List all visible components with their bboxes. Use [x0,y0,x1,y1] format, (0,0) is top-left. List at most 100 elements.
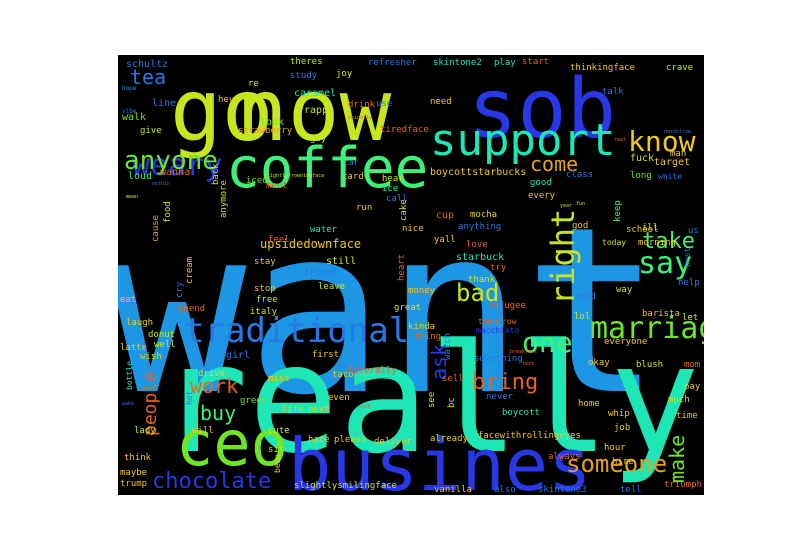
word-bc: bc [447,397,457,408]
word-macchiato: macchiato [476,326,520,335]
word-strawberry: strawberry [238,126,293,136]
word-hour: hour [604,443,626,453]
word-target: target [654,157,690,168]
word-know: know [628,125,696,158]
word-job: job [614,423,630,433]
word-sob: sob [468,62,616,157]
word-meet: meet [266,181,288,191]
word-thinkingface: thinkingface [570,63,635,73]
word-wake: wake [122,401,134,407]
word-car: car [344,158,359,167]
word-give: give [140,126,162,136]
word-iced: iced [246,176,268,186]
word-play: play [494,58,516,68]
word-trump: trump [120,479,147,489]
word-water: water [310,225,338,235]
word-anymore: anymore [219,180,229,218]
word-donut: donut [148,330,175,340]
word-caramel: caramel [294,88,336,99]
word-now: now [236,61,392,161]
word-wanna: wanna [160,167,190,178]
word-look: look [260,117,284,128]
word-will: will [192,426,214,436]
word-bad: bad [456,279,499,307]
word-girl: girl [226,350,250,361]
word-white: white [658,172,682,181]
word-nice: nice [402,224,424,234]
word-stay: stay [254,257,276,267]
word-use: use [376,99,392,109]
word-okay: okay [588,358,610,368]
word-boycottstarbucks: boycottstarbucks [430,167,526,178]
word-back: back [211,163,221,185]
word-cream: cream [185,257,195,284]
word-run: run [356,203,372,213]
word-everyone: everyone [604,337,647,347]
word-traditional: traditional [184,311,409,351]
word-always: always [548,452,581,462]
word-already: already [430,434,469,444]
word-go: go [170,61,274,161]
word-ice: ice [382,184,398,194]
word-morning: morning [638,238,676,248]
word-feel: feel [268,235,290,245]
word-coffee: coffee [226,136,428,201]
word-life: life [282,405,304,415]
word-stop: stop [254,284,276,294]
word-year: year [560,203,572,209]
word-long: long [630,171,652,181]
word-talk: talk [602,87,624,97]
word-upsidedownface: upsidedownface [260,237,361,251]
word-lol: lol [574,312,590,322]
word-cloud-panel: want really now go sob coffee busines ceo suppor… [118,55,704,495]
word-home: home [578,399,600,409]
word-laugh: laugh [126,318,153,328]
word-hey: hey [218,95,235,105]
word-fun: fun [576,201,585,207]
word-schultz: schultz [126,59,168,70]
word-mean: mean [126,194,138,200]
word-cry: cry [175,281,185,298]
word-deliver: deliver [374,437,413,447]
word-good: good [530,178,552,188]
word-also: also [494,485,516,495]
word-vanilla: vanilla [434,485,472,495]
word-fuck: fuck [630,153,654,164]
word-school: school [626,225,659,235]
word-cute: cute [268,426,290,436]
word-card: card [342,172,364,182]
word-refugee: refugee [488,301,526,311]
word-try: try [490,263,507,273]
word-marriage: marriage [590,311,704,346]
word-come: come [530,152,578,176]
word-first: first [312,350,339,360]
word-blush: blush [636,360,663,370]
word-fine: fine [336,363,348,369]
word-even: even [328,393,350,403]
word-drink: drink [348,100,376,110]
word-cold: cold [574,292,596,302]
word-tea: tea [130,65,166,89]
word-every: every [528,191,556,201]
word-never: never [486,392,514,402]
word-hear: hear [382,174,404,184]
word-way: way [616,285,633,295]
word-take: take [642,229,695,254]
word-theres: theres [290,57,323,67]
word-nordstrom: nordstrom [664,129,691,135]
word-weary: weary [132,148,222,183]
word-anyone: anyone [124,146,218,176]
word-bring: bring [472,370,538,395]
word-cup: cup [436,210,454,221]
word-text: text [522,361,534,367]
word-great: great [394,303,421,313]
word-sit: sit [268,445,284,455]
word-thing: thing [414,332,441,342]
word-mocha: mocha [470,210,497,220]
word-bean: bean [273,454,282,473]
word-hire: hire [612,457,634,467]
word-need: need [430,97,452,107]
word-chocolate: chocolate [152,469,271,494]
word-friend: friend [304,268,337,278]
